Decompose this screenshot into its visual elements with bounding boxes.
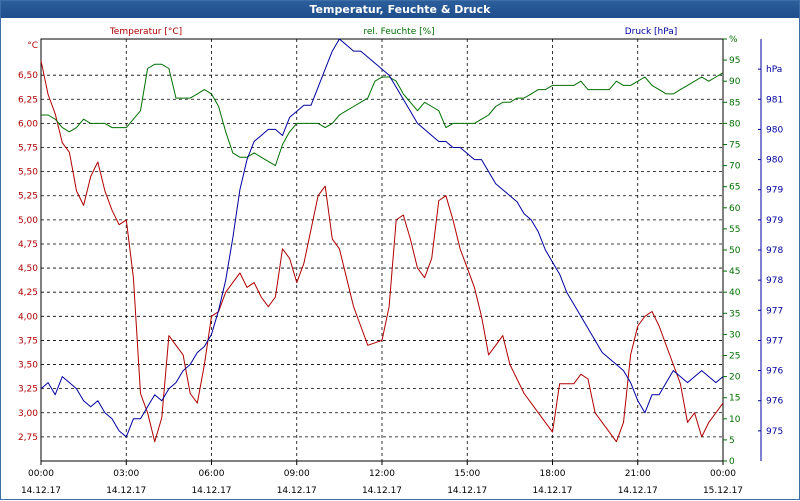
y-tick-mid: 80 [729, 119, 741, 129]
x-tick-time: 09:00 [284, 469, 310, 479]
y-tick-right: 979 [766, 216, 783, 226]
y-tick-right: 977 [766, 336, 783, 346]
y-tick-right: 976 [766, 397, 783, 407]
y-tick-mid: 55 [729, 225, 740, 235]
y-tick-mid: 0 [729, 457, 735, 467]
y-tick-mid: 5 [729, 436, 735, 446]
y-tick-mid: 25 [729, 352, 740, 362]
y-tick-mid: 75 [729, 141, 740, 151]
humidity-line [41, 63, 724, 167]
y-tick-right: 976 [766, 367, 783, 377]
x-tick-time: 12:00 [369, 469, 395, 479]
y-tick-mid: 50 [729, 246, 741, 256]
y-tick-left: 6,25 [18, 95, 38, 105]
title-bar [1, 1, 799, 18]
y-tick-right: 978 [766, 276, 783, 286]
y-tick-right: 980 [766, 156, 783, 166]
x-tick-date: 14.12.17 [277, 486, 317, 496]
y-tick-left: 6,00 [18, 119, 38, 129]
y-tick-mid: 45 [729, 267, 740, 277]
y-tick-left: 6,50 [18, 71, 38, 81]
y-tick-mid: 85 [729, 98, 740, 108]
y-tick-left: 4,50 [18, 264, 38, 274]
y-tick-mid: % [729, 35, 738, 45]
x-tick-date: 14.12.17 [106, 486, 146, 496]
y-tick-mid: 90 [729, 77, 741, 87]
y-tick-mid: 95 [729, 56, 740, 66]
temperature-line [40, 60, 724, 443]
x-tick-date: 15.12.17 [703, 486, 743, 496]
x-tick-date: 14.12.17 [21, 486, 61, 496]
y-tick-right: hPa [766, 65, 782, 75]
y-tick-left: 3,00 [18, 409, 38, 419]
y-tick-mid: 40 [729, 288, 741, 298]
x-tick-date: 14.12.17 [447, 486, 487, 496]
y-tick-left: 4,25 [18, 288, 38, 298]
chart-title: Temperatur, Feuchte & Druck [309, 3, 491, 16]
legend-temperature: Temperatur [°C] [109, 27, 182, 37]
y-tick-left: 3,25 [18, 385, 38, 395]
y-tick-left: 5,75 [18, 144, 38, 154]
x-tick-date: 14.12.17 [532, 486, 572, 496]
y-tick-left: 3,50 [18, 361, 38, 371]
y-unit-left: °C [27, 41, 38, 51]
y-tick-left: 4,00 [18, 312, 38, 322]
x-tick-time: 06:00 [199, 469, 225, 479]
x-tick-time: 00:00 [710, 469, 736, 479]
y-tick-left: 5,50 [18, 168, 38, 178]
y-tick-left: 4,75 [18, 240, 38, 250]
x-tick-time: 03:00 [113, 469, 139, 479]
x-tick-date: 14.12.17 [191, 486, 231, 496]
y-tick-right: 979 [766, 186, 783, 196]
y-tick-left: 2,75 [18, 433, 38, 443]
y-tick-mid: 65 [729, 183, 740, 193]
x-tick-date: 14.12.17 [618, 486, 658, 496]
y-tick-right: 980 [766, 125, 783, 135]
y-tick-right: 975 [766, 427, 783, 437]
x-tick-time: 21:00 [625, 469, 651, 479]
y-tick-mid: 20 [729, 373, 741, 383]
pressure-line [40, 38, 724, 438]
y-tick-mid: 35 [729, 309, 740, 319]
y-tick-mid: 10 [729, 415, 741, 425]
x-tick-time: 15:00 [454, 469, 480, 479]
y-tick-mid: 70 [729, 162, 741, 172]
y-tick-left: 5,00 [18, 216, 38, 226]
y-tick-left: 5,25 [18, 192, 38, 202]
y-tick-left: 3,75 [18, 336, 38, 346]
y-tick-mid: 60 [729, 204, 741, 214]
y-tick-right: 977 [766, 306, 783, 316]
x-tick-time: 18:00 [540, 469, 566, 479]
x-tick-date: 14.12.17 [362, 486, 402, 496]
y-tick-right: 981 [766, 95, 783, 105]
y-tick-right: 978 [766, 246, 783, 256]
y-tick-mid: 30 [729, 330, 741, 340]
legend-humidity: rel. Feuchte [%] [363, 27, 434, 37]
x-tick-time: 00:00 [28, 469, 54, 479]
y-tick-mid: 15 [729, 394, 740, 404]
legend-pressure: Druck [hPa] [625, 27, 678, 37]
